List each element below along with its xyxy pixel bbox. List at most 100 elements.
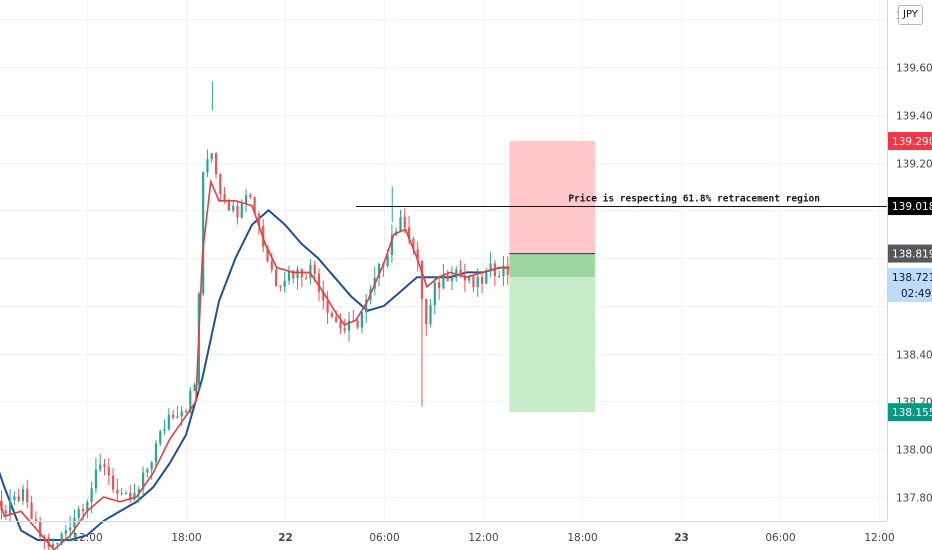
fast-moving-average-line xyxy=(0,178,510,550)
candles-group xyxy=(0,81,509,550)
annotation-group[interactable]: Price is respecting 61.8% retracement re… xyxy=(355,194,887,207)
candle-body xyxy=(425,298,428,325)
countdown-text: 02:49 xyxy=(901,288,931,300)
candle-body xyxy=(184,411,188,413)
y-tick-label: 139.200 xyxy=(896,159,932,171)
candle-body xyxy=(412,238,415,250)
candle-body xyxy=(300,269,303,278)
candle-body xyxy=(21,488,25,501)
candle-body xyxy=(142,472,145,490)
annotation-price-tag-text: 139.018 xyxy=(892,201,932,213)
candle-body xyxy=(51,544,55,548)
candle-body xyxy=(244,195,248,204)
candle-body xyxy=(339,322,342,329)
x-tick-label: 22 xyxy=(278,532,293,544)
candle-body xyxy=(459,269,462,276)
candle-body xyxy=(34,519,37,522)
open-pnl-zone xyxy=(509,253,596,277)
candle-body xyxy=(202,172,205,294)
candle-body xyxy=(13,496,16,501)
candle-body xyxy=(274,269,278,286)
annotation-text[interactable]: Price is respecting 61.8% retracement re… xyxy=(568,194,820,205)
x-tick-label: 12:00 xyxy=(468,532,498,544)
y-tick-label: 139.400 xyxy=(896,111,932,123)
candle-body xyxy=(214,153,218,175)
candle-body xyxy=(347,320,351,331)
last-price-tag-text: 138.819 xyxy=(892,249,932,261)
price-tags: 139.290 139.018 138.819 138.155 138.721 02:49 xyxy=(888,132,932,422)
x-tick-label: 12:00 xyxy=(864,532,894,544)
candle-body xyxy=(429,305,432,325)
candle-body xyxy=(360,312,363,328)
slow-moving-average-group xyxy=(0,208,510,541)
candle-body xyxy=(111,475,115,490)
candle-body xyxy=(317,273,321,292)
candle-body xyxy=(9,500,12,514)
x-tick-label: 18:00 xyxy=(567,532,597,544)
candle-body xyxy=(86,501,89,512)
candle-body xyxy=(463,275,466,281)
candle-body xyxy=(468,276,471,281)
candle-body xyxy=(326,300,329,313)
x-tick-label: 23 xyxy=(674,532,689,544)
candle-body xyxy=(133,493,136,500)
candle-body xyxy=(77,509,80,518)
candle-body xyxy=(4,510,7,514)
candle-body xyxy=(193,384,196,391)
time-axis-labels: 12:00 18:00 22 06:00 12:00 18:00 23 06:00 12:00 xyxy=(72,532,894,544)
last-price-tag-bg xyxy=(888,244,932,263)
candle-body xyxy=(56,542,59,545)
grid-lines xyxy=(0,0,887,521)
y-tick-label: 138.400 xyxy=(896,350,932,362)
profit-target-zone xyxy=(509,253,596,413)
candle-body xyxy=(365,299,368,313)
candle-body xyxy=(335,316,338,323)
candle-body xyxy=(64,530,67,534)
candle-body xyxy=(450,277,454,282)
candle-body xyxy=(322,291,325,301)
candle-body xyxy=(39,521,42,537)
candle-body xyxy=(266,247,269,262)
currency-badge[interactable]: JPY xyxy=(898,5,923,25)
candle-body xyxy=(253,197,256,214)
y-tick-label: 139.600 xyxy=(896,63,932,75)
stop-price-tag-text: 139.290 xyxy=(892,136,932,148)
stop-loss-zone xyxy=(509,141,596,254)
candle-body xyxy=(407,227,411,239)
candle-body xyxy=(227,201,230,211)
target-price-tag-bg xyxy=(888,403,932,422)
candle-body xyxy=(26,488,29,503)
candle-body xyxy=(103,464,106,468)
candle-body xyxy=(210,153,213,160)
candle-body xyxy=(438,282,441,289)
candle-body xyxy=(73,517,76,528)
candle-body xyxy=(172,414,175,418)
x-tick-label: 12:00 xyxy=(72,532,102,544)
position-tool[interactable] xyxy=(509,141,596,413)
x-tick-label: 18:00 xyxy=(171,532,201,544)
y-tick-label: 137.800 xyxy=(896,493,932,505)
slow-moving-average-line xyxy=(0,208,510,541)
stop-price-tag-bg xyxy=(888,132,932,151)
y-tick-label: 138.000 xyxy=(896,445,932,457)
candle-body xyxy=(377,263,381,278)
candle-body xyxy=(107,467,110,476)
candle-body xyxy=(223,194,226,202)
candle-body xyxy=(124,493,128,495)
candle-body xyxy=(43,536,46,538)
candle-body xyxy=(137,489,140,494)
candle-body xyxy=(30,502,33,520)
candle-body xyxy=(159,431,162,444)
candle-body xyxy=(506,265,509,275)
candle-body xyxy=(313,264,316,274)
candle-body xyxy=(386,255,389,266)
candle-body xyxy=(476,276,479,287)
candle-body xyxy=(154,443,158,463)
candle-body xyxy=(279,285,282,287)
candle-body xyxy=(292,270,295,279)
candle-body xyxy=(257,213,261,227)
target-price-tag-text: 138.155 xyxy=(892,407,932,419)
candle-body xyxy=(180,411,183,417)
